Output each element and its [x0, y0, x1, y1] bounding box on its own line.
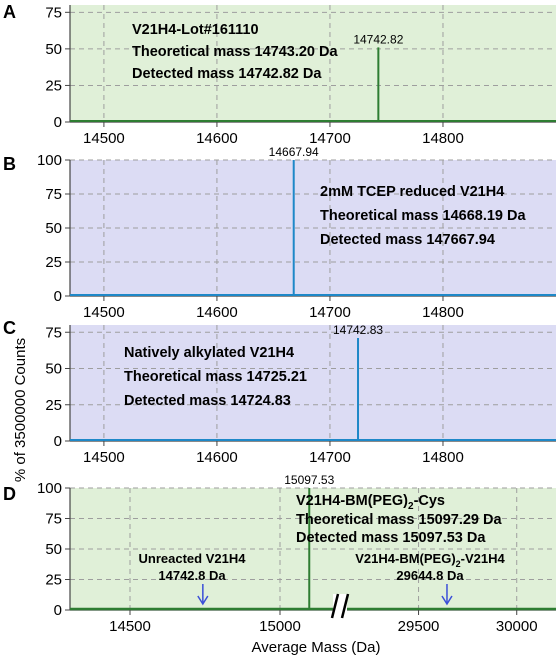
panel-a-chart: 0 25 50 75 14500 14600 14700 14800 14742.82 — [45, 4, 556, 147]
down-arrow-icon — [197, 584, 209, 606]
x-tick-label: 14800 — [422, 130, 464, 147]
panel-c-detected-mass: Detected mass 14724.83 — [124, 393, 291, 409]
x-tick-label: 15000 — [259, 618, 301, 635]
peak-label: 14742.82 — [353, 32, 403, 46]
y-tick-label: 50 — [45, 541, 62, 558]
panel-c-chart: 0 25 50 75 14500 14600 14700 14800 14742.83 — [45, 323, 556, 466]
y-tick-label: 25 — [45, 572, 62, 589]
x-tick-label: 14700 — [309, 449, 351, 466]
axis-break-icon — [330, 593, 350, 619]
panel-letter-d: D — [3, 484, 16, 504]
y-tick-label: 75 — [45, 4, 62, 21]
y-tick-label: 100 — [37, 152, 62, 169]
y-tick-label: 75 — [45, 324, 62, 341]
x-tick-label: 14600 — [196, 449, 238, 466]
dimer-label-line1: V21H4-BM(PEG)2-V21H4 — [355, 551, 505, 569]
panel-b-annotation: 2mM TCEP reduced V21H4 Theoretical mass … — [320, 184, 526, 248]
x-tick-label: 14500 — [83, 304, 125, 321]
panel-c-sample-name: Natively alkylated V21H4 — [124, 345, 294, 361]
y-tick-label: 50 — [45, 41, 62, 58]
axis-break-stroke — [330, 593, 340, 619]
plot-area — [70, 325, 556, 441]
panel-b-chart: 0 25 50 75 100 14500 14600 14700 14800 14667.94 — [37, 145, 556, 321]
y-tick-label: 0 — [54, 602, 62, 619]
panel-d-detected-mass: Detected mass 15097.53 Da — [296, 530, 486, 546]
peak-label: 14742.83 — [333, 323, 383, 337]
x-tick-label: 30000 — [496, 618, 538, 635]
peak-label: 14667.94 — [269, 145, 319, 159]
panel-d-annotation: V21H4-BM(PEG)2-Cys Theoretical mass 1509… — [139, 493, 506, 583]
panel-a-sample-name: V21H4-Lot#161110 — [132, 22, 259, 38]
y-tick-label: 75 — [45, 186, 62, 203]
panel-a-annotation: V21H4-Lot#161110 Theoretical mass 14743.… — [132, 22, 338, 82]
panel-a-detected-mass: Detected mass 14742.82 Da — [132, 66, 322, 82]
axis-break-stroke — [340, 593, 350, 619]
panel-d-chart: 0 25 50 75 100 14500 15000 29500 30000 15097.53 — [37, 473, 556, 635]
panel-b-theoretical-mass: Theoretical mass 14668.19 Da — [320, 208, 526, 224]
arrow-head — [441, 595, 453, 606]
y-tick-label: 50 — [45, 361, 62, 378]
x-tick-label: 14800 — [422, 449, 464, 466]
x-tick-label: 14500 — [109, 618, 151, 635]
x-tick-label: 29500 — [398, 618, 440, 635]
x-tick-label: 14600 — [196, 304, 238, 321]
x-tick-label: 14500 — [83, 130, 125, 147]
x-tick-label: 14700 — [309, 130, 351, 147]
panel-letter-a: A — [3, 2, 16, 22]
panel-letter-b: B — [3, 154, 16, 174]
y-tick-label: 25 — [45, 397, 62, 414]
panel-b-sample-name: 2mM TCEP reduced V21H4 — [320, 184, 504, 200]
y-axis-label: % of 3500000 Counts — [12, 338, 29, 482]
panel-c-annotation: Natively alkylated V21H4 Theoretical mas… — [124, 345, 307, 409]
x-tick-label: 14700 — [309, 304, 351, 321]
x-axis-label: Average Mass (Da) — [252, 639, 381, 656]
x-tick-label: 14800 — [422, 304, 464, 321]
unreacted-label-line1: Unreacted V21H4 — [139, 551, 247, 566]
panel-a-theoretical-mass: Theoretical mass 14743.20 Da — [132, 44, 338, 60]
panel-b-detected-mass: Detected mass 147667.94 — [320, 232, 495, 248]
arrow-head — [197, 595, 209, 606]
x-tick-label: 14500 — [83, 449, 125, 466]
panel-d-product-name: V21H4-BM(PEG)2-Cys — [296, 493, 445, 512]
y-tick-label: 0 — [54, 288, 62, 305]
panel-letter-c: C — [3, 318, 16, 338]
y-tick-label: 0 — [54, 433, 62, 450]
dimer-label-line2: 29644.8 Da — [396, 568, 464, 583]
y-tick-label: 100 — [37, 480, 62, 497]
y-tick-label: 0 — [54, 114, 62, 131]
panel-d-theoretical-mass: Theoretical mass 15097.29 Da — [296, 512, 502, 528]
y-tick-label: 25 — [45, 77, 62, 94]
y-tick-label: 50 — [45, 220, 62, 237]
down-arrow-icon — [441, 584, 453, 606]
peak-label: 15097.53 — [284, 473, 334, 487]
y-tick-label: 75 — [45, 511, 62, 528]
x-tick-label: 14600 — [196, 130, 238, 147]
panel-c-theoretical-mass: Theoretical mass 14725.21 — [124, 369, 307, 385]
y-tick-label: 25 — [45, 254, 62, 271]
unreacted-label-line2: 14742.8 Da — [158, 568, 226, 583]
plot-area — [70, 5, 556, 122]
